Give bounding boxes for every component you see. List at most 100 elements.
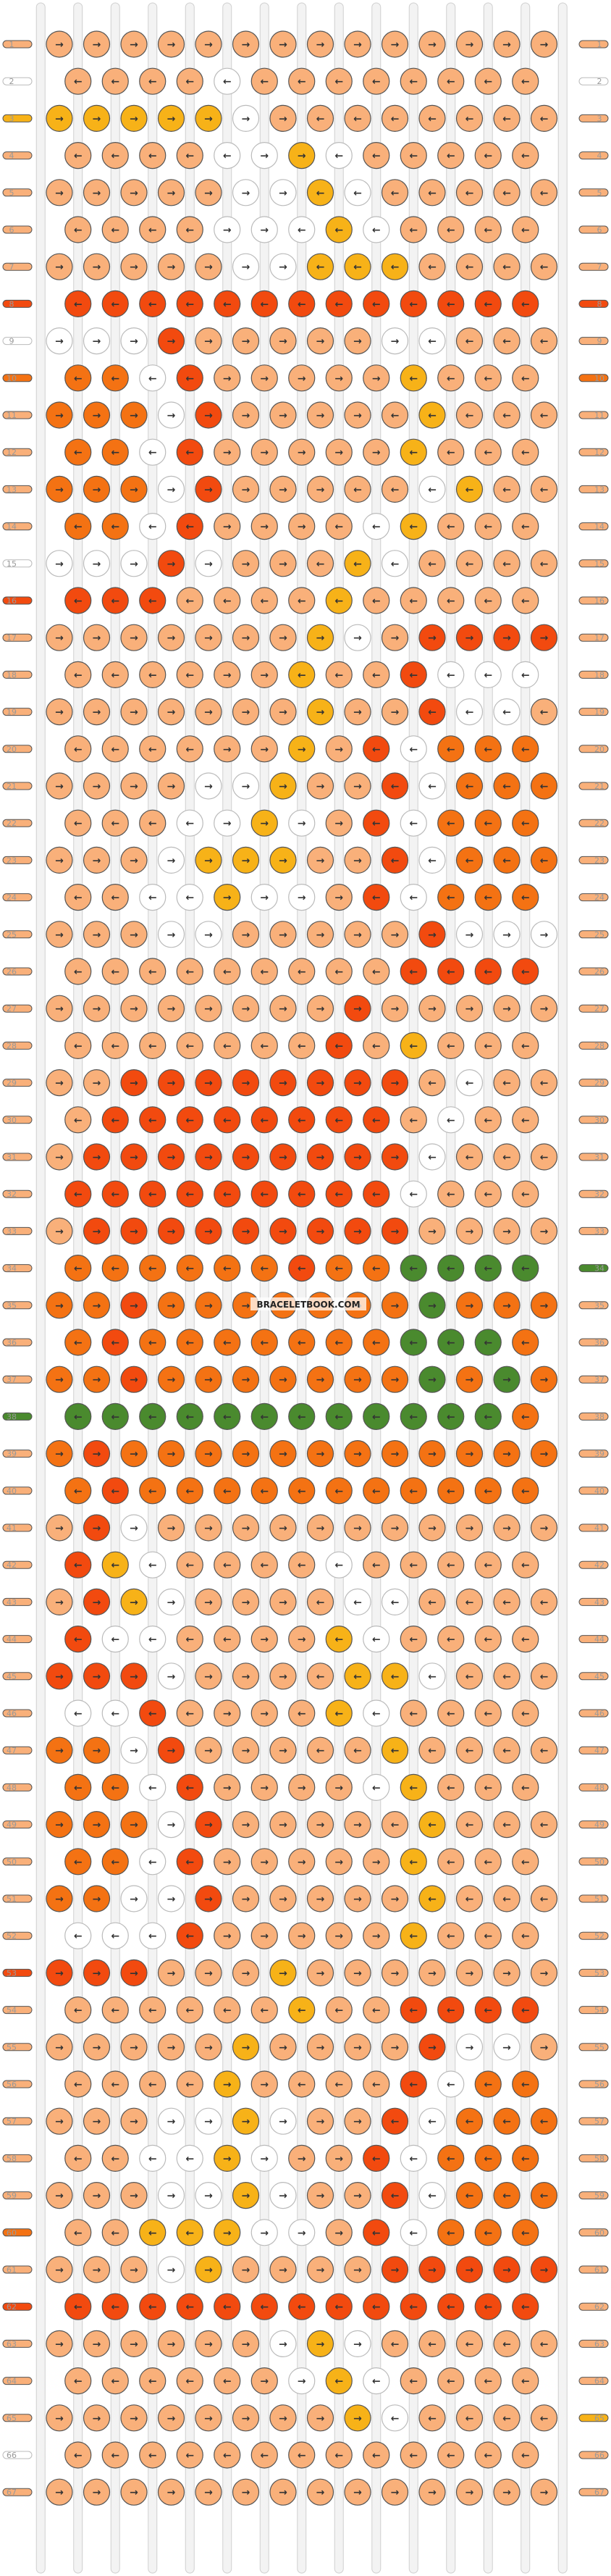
knot-circle [64, 1402, 92, 1431]
right-strand [578, 40, 609, 49]
arrow-right-icon: → [540, 1967, 549, 1979]
knot-circle [381, 550, 409, 577]
arrow-left-icon: ← [502, 188, 511, 199]
knot-light-orange: ← [512, 364, 539, 392]
arrow-right-icon: → [260, 447, 269, 459]
knot-light-orange: → [195, 995, 222, 1022]
arrow-right-icon: → [204, 2191, 213, 2202]
right-strand [578, 2228, 609, 2237]
knot-circle [64, 1996, 92, 2024]
knot-white: ← [288, 216, 316, 243]
knot-circle [530, 995, 558, 1022]
arrow-left-icon: ← [148, 373, 157, 385]
right-strand [578, 930, 609, 939]
arrow-left-icon: ← [447, 1634, 455, 1646]
knot-circle [363, 1402, 390, 1431]
knot-circle [493, 401, 521, 429]
knot-circle [288, 1402, 316, 1431]
arrow-right-icon: → [279, 262, 287, 273]
knot-white: → [83, 327, 111, 355]
knot-red-orange: ← [139, 587, 167, 614]
right-strand [578, 2154, 609, 2162]
arrow-right-icon: → [502, 39, 511, 51]
knot-circle [344, 1959, 371, 1986]
knot-circle [195, 2330, 222, 2357]
knot-light-orange: → [288, 512, 316, 540]
arrow-right-icon: → [242, 1449, 250, 1460]
knot-light-orange: ← [214, 958, 241, 985]
knot-circle [101, 809, 129, 837]
knot-circle [418, 401, 446, 429]
arrow-left-icon: ← [148, 2005, 157, 2017]
arrow-left-icon: ← [372, 1411, 381, 1423]
knot-circle [83, 995, 111, 1022]
arrow-right-icon: → [167, 2338, 176, 2350]
knot-light-orange: ← [400, 216, 427, 243]
knot-circle [269, 2107, 297, 2135]
left-strand [2, 448, 33, 456]
knot-light-orange: → [157, 2404, 185, 2432]
knot-light-orange: → [269, 1588, 297, 1615]
knot-red-orange: ← [214, 1180, 241, 1208]
knot-light-orange: → [120, 2256, 148, 2283]
knot-circle [437, 290, 465, 317]
knot-circle [269, 2404, 297, 2432]
arrow-left-icon: ← [540, 2191, 549, 2202]
knot-circle [400, 2293, 427, 2320]
knot-circle [269, 550, 297, 577]
arrow-left-icon: ← [521, 1337, 530, 1349]
arrow-right-icon: → [260, 1857, 269, 1868]
knot-red-orange: ← [250, 290, 278, 317]
right-strand [578, 967, 609, 976]
knot-light-orange: → [120, 179, 148, 206]
knot-circle [176, 1402, 203, 1431]
knot-white: → [157, 1811, 185, 1839]
arrow-left-icon: ← [447, 1782, 455, 1794]
knot-light-orange: → [269, 2256, 297, 2283]
knot-circle [232, 1885, 260, 1912]
knot-light-orange: → [363, 1922, 390, 1949]
arrow-right-icon: → [167, 1967, 176, 1979]
knot-circle [455, 327, 484, 355]
arrow-right-icon: → [279, 410, 287, 422]
knot-circle [101, 67, 129, 95]
knot-circle [288, 67, 316, 95]
arrow-left-icon: ← [223, 1560, 232, 1571]
arrow-left-icon: ← [372, 892, 381, 904]
arrow-left-icon: ← [540, 262, 549, 273]
knot-orange: → [269, 1366, 297, 1393]
knot-circle [101, 1477, 129, 1505]
knot-light-orange: → [46, 1217, 73, 1245]
row-number-left: 27 [7, 1004, 17, 1013]
row-number-left: 32 [7, 1189, 17, 1199]
knot-light-orange: → [325, 364, 353, 392]
knot-circle [288, 2219, 316, 2246]
knot-circle [288, 2441, 316, 2469]
knot-circle [474, 1032, 502, 1060]
arrow-right-icon: → [260, 744, 269, 756]
knot-circle [195, 1885, 222, 1912]
knot-light-orange: → [46, 624, 73, 651]
arrow-left-icon: ← [521, 1560, 530, 1571]
arrow-right-icon: → [540, 1374, 549, 1386]
arrow-left-icon: ← [372, 76, 381, 88]
knot-white: ← [363, 1626, 390, 1653]
knot-circle [64, 587, 92, 614]
arrow-left-icon: ← [353, 113, 362, 125]
arrow-left-icon: ← [298, 1560, 306, 1571]
arrow-left-icon: ← [540, 1820, 549, 1831]
knot-green: ← [474, 1402, 502, 1431]
knot-light-orange: ← [455, 327, 484, 355]
knot-white: → [269, 2107, 297, 2135]
knot-circle [474, 809, 502, 837]
knot-light-orange: ← [101, 67, 129, 95]
arrow-left-icon: ← [372, 1189, 381, 1200]
row-number-right: 10 [594, 374, 604, 383]
knot-circle [474, 661, 502, 689]
arrow-right-icon: → [279, 484, 287, 495]
knot-light-orange: ← [400, 2367, 427, 2395]
knot-light-orange: ← [325, 1996, 353, 2024]
knot-circle [363, 1477, 390, 1505]
arrow-left-icon: ← [484, 2376, 492, 2388]
knot-circle [195, 1514, 222, 1542]
